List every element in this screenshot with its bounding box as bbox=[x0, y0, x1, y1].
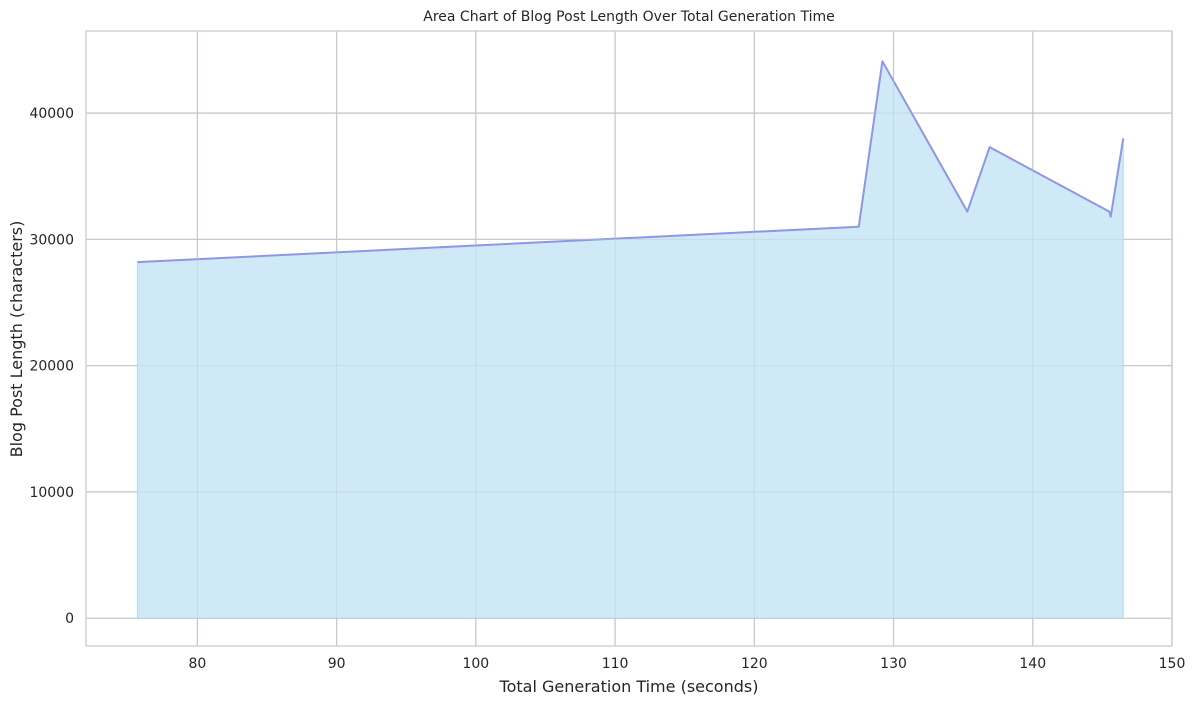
x-axis-title: Total Generation Time (seconds) bbox=[499, 677, 759, 696]
x-tick-label: 150 bbox=[1159, 656, 1186, 672]
data-point bbox=[1123, 138, 1124, 139]
x-tick-label: 130 bbox=[880, 656, 907, 672]
data-point bbox=[989, 147, 990, 148]
x-tick-label: 100 bbox=[462, 656, 489, 672]
y-tick-label: 30000 bbox=[29, 232, 74, 248]
x-tick-label: 90 bbox=[328, 656, 346, 672]
x-tick-label: 140 bbox=[1019, 656, 1046, 672]
data-point bbox=[1109, 211, 1110, 212]
y-tick-label: 0 bbox=[65, 611, 74, 627]
data-point bbox=[137, 262, 138, 263]
area-line bbox=[137, 60, 1125, 264]
x-tick-label: 80 bbox=[188, 656, 206, 672]
y-axis-title: Blog Post Length (characters) bbox=[7, 221, 26, 458]
y-tick-label: 10000 bbox=[29, 485, 74, 501]
data-point bbox=[1110, 216, 1111, 217]
chart-title: Area Chart of Blog Post Length Over Tota… bbox=[423, 9, 835, 25]
data-point bbox=[858, 226, 859, 227]
data-point bbox=[967, 211, 968, 212]
plot-frame bbox=[85, 30, 1173, 647]
y-tick-label: 40000 bbox=[29, 106, 74, 122]
data-point bbox=[882, 61, 883, 62]
y-tick-label: 20000 bbox=[29, 359, 74, 375]
x-tick-label: 110 bbox=[602, 656, 629, 672]
x-tick-label: 120 bbox=[741, 656, 768, 672]
